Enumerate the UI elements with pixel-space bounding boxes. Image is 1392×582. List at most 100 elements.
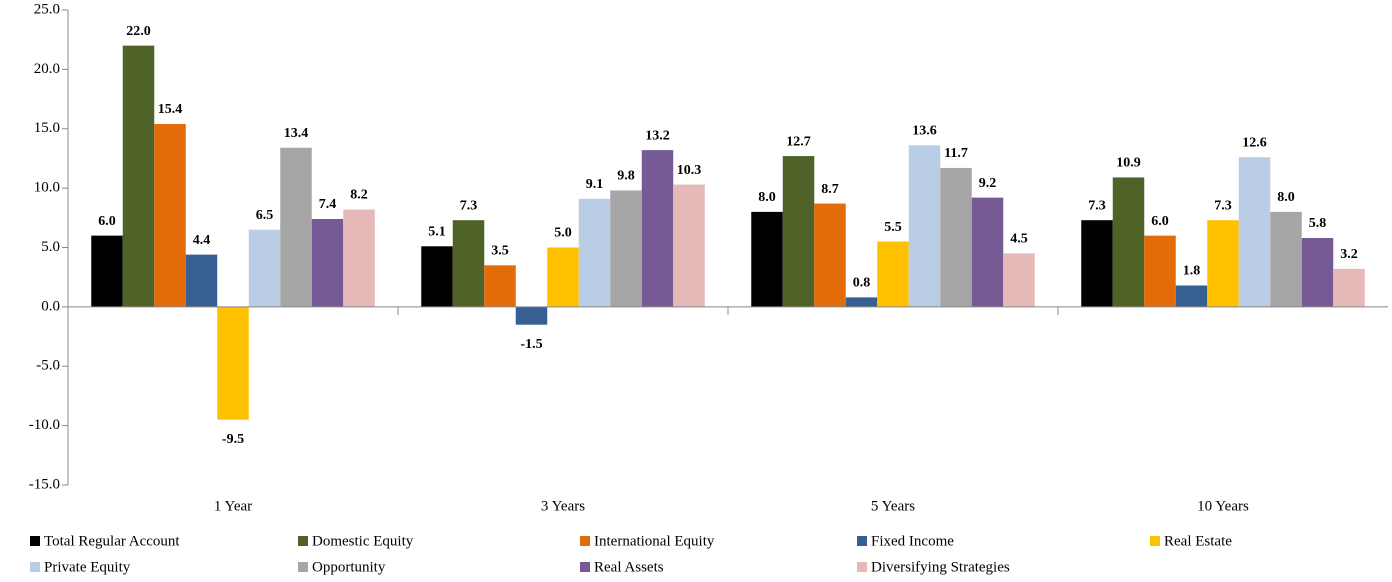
data-label: 5.5 [884, 220, 902, 235]
data-label: 13.6 [912, 124, 937, 139]
bar [971, 197, 1004, 307]
data-label: 12.7 [786, 134, 811, 149]
data-label: 11.7 [944, 146, 968, 161]
legend-swatch [298, 536, 308, 546]
data-label: 5.0 [554, 226, 572, 241]
data-label: 0.8 [853, 276, 871, 291]
data-label: 9.8 [617, 169, 635, 184]
bar [1112, 177, 1145, 307]
data-label: 8.7 [821, 182, 839, 197]
bar [547, 247, 579, 307]
bar [782, 156, 815, 307]
bar [751, 211, 783, 307]
bar [217, 306, 249, 420]
legend-swatch [857, 536, 867, 546]
y-tick-label: 5.0 [41, 239, 60, 255]
bar [578, 198, 611, 307]
bar [1238, 157, 1271, 307]
data-label: 3.5 [491, 244, 509, 259]
legend-label: Real Assets [594, 559, 664, 575]
bar [248, 229, 281, 307]
bar [877, 241, 909, 307]
data-label: 13.4 [284, 126, 309, 141]
bar [908, 145, 941, 307]
data-label: 6.5 [256, 208, 274, 223]
bar [1144, 235, 1176, 307]
y-tick-label: -10.0 [29, 417, 60, 433]
bar [185, 254, 218, 307]
legend-label: Real Estate [1164, 533, 1232, 549]
bar [641, 150, 674, 307]
legend-label: International Equity [594, 533, 715, 549]
data-label: 6.0 [1151, 214, 1169, 229]
bar [814, 203, 846, 307]
bar [1175, 285, 1208, 307]
legend-swatch [30, 562, 40, 572]
data-label: 8.2 [350, 188, 368, 203]
bar [940, 167, 972, 307]
data-label: 5.8 [1309, 216, 1327, 231]
bar [1207, 220, 1239, 307]
bar [845, 297, 878, 307]
y-tick-label: 15.0 [34, 120, 60, 136]
y-tick-label: 25.0 [34, 1, 60, 17]
legend-label: Diversifying Strategies [871, 559, 1010, 575]
legend-swatch [857, 562, 867, 572]
y-tick-label: -5.0 [36, 358, 60, 374]
data-label: 4.5 [1010, 232, 1028, 247]
bar [91, 235, 123, 307]
x-tick-label: 3 Years [541, 498, 585, 514]
x-tick-label: 5 Years [871, 498, 915, 514]
y-tick-label: 20.0 [34, 61, 60, 77]
x-tick-label: 1 Year [214, 498, 252, 514]
data-label: -1.5 [520, 337, 542, 352]
bar [154, 124, 186, 307]
data-label: 22.0 [126, 24, 151, 39]
legend-label: Fixed Income [871, 533, 954, 549]
bar [610, 190, 642, 307]
legend-label: Private Equity [44, 559, 131, 575]
legend-swatch [30, 536, 40, 546]
bar [1081, 220, 1113, 307]
bar [1333, 268, 1365, 307]
data-label: 3.2 [1340, 247, 1358, 262]
legend-swatch [580, 562, 590, 572]
bar [421, 246, 453, 307]
bar [673, 184, 705, 307]
bar [122, 45, 155, 307]
data-label: 15.4 [158, 102, 183, 117]
data-label: 8.0 [1277, 190, 1295, 205]
data-label: 10.9 [1116, 156, 1141, 171]
data-label: 10.3 [677, 163, 702, 178]
legend-label: Domestic Equity [312, 533, 414, 549]
data-label: 8.0 [758, 190, 776, 205]
bar [1270, 211, 1302, 307]
data-label: 1.8 [1183, 264, 1201, 279]
bar [515, 306, 548, 325]
legend-label: Opportunity [312, 559, 386, 575]
bar [1301, 238, 1334, 307]
y-tick-label: -15.0 [29, 476, 60, 492]
data-label: 13.2 [645, 128, 670, 143]
bar [452, 220, 485, 307]
bar [311, 219, 344, 307]
data-label: 4.4 [193, 233, 211, 248]
bar [280, 147, 312, 307]
data-label: -9.5 [222, 432, 244, 447]
data-label: 5.1 [428, 225, 446, 240]
y-tick-label: 0.0 [41, 298, 60, 314]
legend-swatch [298, 562, 308, 572]
bar [484, 265, 516, 307]
data-label: 12.6 [1242, 135, 1267, 150]
legend-swatch [1150, 536, 1160, 546]
x-tick-label: 10 Years [1197, 498, 1249, 514]
data-label: 7.3 [1088, 198, 1106, 213]
data-label: 9.1 [586, 177, 604, 192]
data-label: 6.0 [98, 214, 116, 229]
legend-swatch [580, 536, 590, 546]
data-label: 9.2 [979, 176, 997, 191]
data-label: 7.3 [460, 198, 478, 213]
data-label: 7.4 [319, 197, 337, 212]
data-label: 7.3 [1214, 198, 1232, 213]
